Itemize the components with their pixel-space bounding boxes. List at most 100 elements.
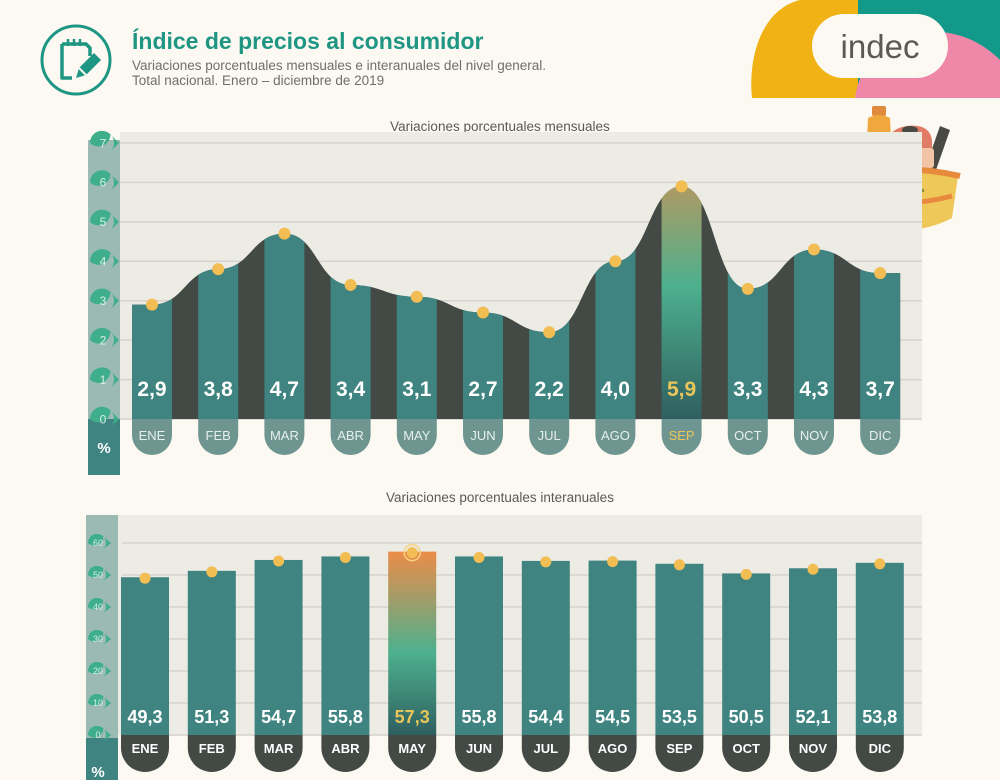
data-point [139, 572, 151, 584]
y-tick: 20 [87, 661, 111, 678]
month-label: DIC [869, 428, 891, 443]
y-tick: 1 [89, 367, 119, 388]
bar-feb [187, 570, 236, 735]
month-pill-shape [264, 419, 305, 455]
tick-label: 40 [93, 602, 103, 612]
data-point [473, 551, 485, 563]
month-pill: MAR [264, 419, 305, 455]
data-point [741, 282, 754, 295]
value-label: 3,8 [204, 378, 234, 401]
month-pill: ABR [321, 735, 370, 772]
month-label: MAY [398, 741, 426, 756]
tick-label: 3 [100, 294, 107, 308]
page-subtitle: Variaciones porcentuales mensuales e int… [132, 58, 546, 88]
tick-badge [87, 533, 111, 550]
tick-badge [89, 209, 119, 231]
month-pill: SEP [661, 419, 702, 455]
month-label: OCT [734, 428, 762, 443]
y-tick: 3 [89, 288, 119, 310]
month-pill-shape [794, 419, 834, 455]
value-label: 2,9 [137, 378, 166, 401]
plot-area [118, 515, 922, 735]
month-pill: JUN [463, 419, 503, 455]
month-pill-shape [655, 735, 704, 772]
tick-label: 0 [100, 412, 107, 426]
data-point [278, 227, 291, 240]
indec-logo: indec [751, 0, 1000, 98]
month-pill-shape [455, 735, 503, 772]
tick-badge [87, 693, 111, 710]
header: Índice de precios al consumidor Variacio… [0, 0, 1000, 231]
chart-1-title: Variaciones porcentuales mensuales [390, 119, 610, 134]
tick-label: 20 [93, 666, 103, 676]
bar-jun [455, 556, 503, 735]
y-tick: 7 [89, 130, 119, 152]
data-point [344, 278, 357, 291]
month-pill: AGO [588, 735, 637, 772]
tick-badge [89, 288, 119, 310]
data-point [540, 556, 552, 568]
tick-label: 2 [100, 333, 107, 347]
month-pill-shape [321, 735, 370, 772]
month-pill: JUN [455, 735, 503, 772]
month-pill: MAR [254, 735, 303, 772]
data-point [740, 568, 752, 580]
tick-label: 7 [100, 136, 107, 150]
tick-badge [87, 661, 111, 678]
value-label: 3,1 [402, 378, 432, 401]
y-axis-unit-band [86, 738, 118, 780]
month-label: JUL [538, 428, 561, 443]
month-label: FEB [199, 741, 225, 756]
tick-badge [87, 725, 111, 742]
month-pill-shape [588, 735, 637, 772]
y-tick: 50 [87, 565, 111, 582]
y-tick: 10 [87, 693, 111, 710]
month-label: JUN [470, 428, 495, 443]
month-label: SEP [666, 741, 692, 756]
tick-badge [89, 406, 119, 428]
tick-label: 1 [100, 373, 107, 387]
subtitle-line-2: Total nacional. Enero – diciembre de 201… [132, 73, 385, 88]
tick-badge [87, 597, 111, 614]
bar-jul [521, 560, 570, 735]
month-pill-shape [789, 735, 837, 772]
data-point [477, 306, 489, 319]
tick-badge [87, 629, 111, 646]
month-pill: DIC [855, 735, 904, 772]
y-tick: 2 [89, 327, 119, 349]
value-label: 3,3 [733, 378, 762, 401]
page-title: Índice de precios al consumidor [132, 28, 484, 54]
subtitle-line-1: Variaciones porcentuales mensuales e int… [132, 58, 547, 73]
month-pill: SEP [655, 735, 704, 772]
month-pill-shape [855, 735, 904, 772]
month-pill-shape [860, 419, 901, 455]
month-label: ABR [337, 428, 364, 443]
bar-may [388, 551, 437, 735]
bar-sep [661, 186, 702, 419]
bar-oct [722, 573, 771, 735]
bar-dic [855, 562, 904, 735]
tick-badge [89, 327, 119, 349]
value-label: 55,8 [461, 707, 496, 727]
y-tick: 5 [89, 209, 119, 231]
month-pill-shape [187, 735, 236, 772]
month-pill: FEB [187, 735, 236, 772]
y-axis-unit: % [97, 440, 110, 457]
month-label: FEB [206, 428, 231, 443]
month-label: ABR [331, 741, 360, 756]
bar-nov [789, 568, 837, 735]
value-label: 57,3 [395, 707, 430, 727]
data-point [808, 243, 820, 256]
y-tick: 0 [87, 725, 111, 742]
month-pill-shape [727, 419, 768, 455]
value-label: 2,7 [468, 378, 497, 401]
month-pill: MAY [396, 419, 437, 455]
data-point [609, 255, 622, 268]
data-point [339, 551, 351, 563]
curve-area [132, 186, 901, 419]
month-pill: JUL [529, 419, 570, 455]
month-label: NOV [800, 428, 829, 443]
month-pill-shape [529, 419, 570, 455]
